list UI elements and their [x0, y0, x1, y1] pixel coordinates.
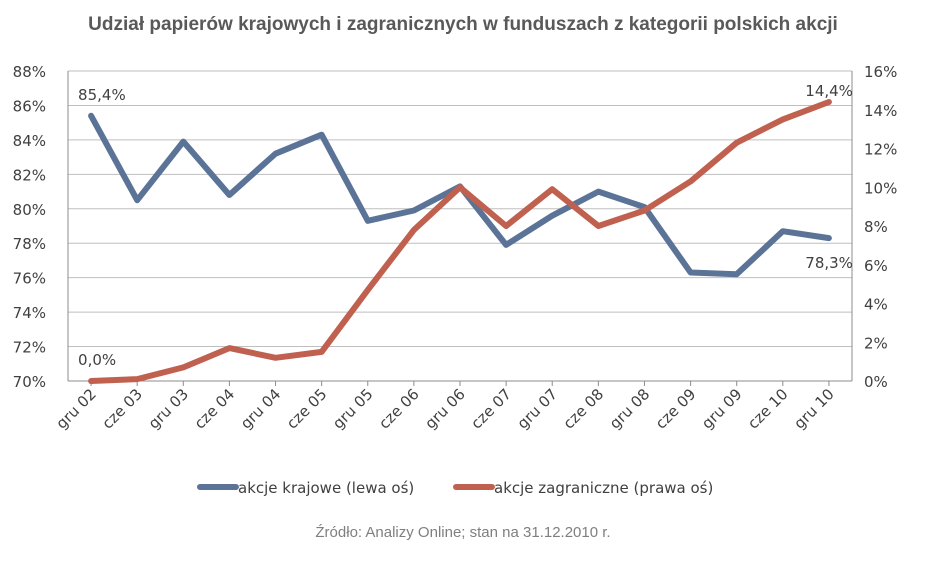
right-axis-tick-label: 16%: [864, 63, 897, 81]
right-axis-tick-label: 10%: [864, 179, 897, 197]
x-axis-tick-label: cze 03: [98, 385, 146, 433]
source-note: Źródło: Analizy Online; stan na 31.12.20…: [315, 524, 611, 541]
data-label: 78,3%: [805, 254, 853, 272]
right-axis-tick-label: 14%: [864, 102, 897, 120]
x-axis-tick-label: cze 08: [560, 385, 608, 433]
x-axis-tick-label: gru 09: [698, 385, 745, 432]
data-label: 85,4%: [78, 86, 126, 104]
chart-title: Udział papierów krajowych i zagranicznyc…: [88, 14, 838, 35]
x-axis-tick-label: gru 03: [145, 385, 192, 432]
left-axis-tick-label: 78%: [13, 235, 46, 253]
left-axis-tick-label: 80%: [13, 201, 46, 219]
right-axis-tick-label: 12%: [864, 141, 897, 159]
x-axis-tick-label: gru 08: [606, 385, 653, 432]
legend-label: akcje krajowe (lewa oś): [238, 479, 414, 497]
series-line-zagraniczne: [88, 99, 832, 384]
x-axis-tick-label: gru 04: [237, 385, 284, 432]
x-axis-tick-label: cze 07: [467, 385, 515, 433]
left-axis-tick-label: 82%: [13, 166, 46, 184]
left-axis-tick-label: 86%: [13, 97, 46, 115]
x-axis-tick-label: gru 02: [52, 385, 99, 432]
right-axis-tick-label: 0%: [864, 373, 888, 391]
x-axis-tick-label: cze 04: [191, 385, 239, 433]
x-axis-tick-label: gru 06: [421, 385, 468, 432]
legend-label: akcje zagraniczne (prawa oś): [494, 479, 713, 497]
right-axis-tick-label: 8%: [864, 218, 888, 236]
left-axis-tick-label: 76%: [13, 270, 46, 288]
x-axis-tick-label: gru 10: [790, 385, 837, 432]
x-axis-tick-label: gru 05: [329, 385, 376, 432]
data-label: 0,0%: [78, 351, 116, 369]
x-axis-tick-label: gru 07: [514, 385, 561, 432]
left-axis-tick-label: 72%: [13, 339, 46, 357]
right-axis-tick-label: 2%: [864, 334, 888, 352]
x-axis-tick-label: cze 09: [652, 385, 700, 433]
data-label: 14,4%: [805, 82, 853, 100]
right-axis-tick-label: 6%: [864, 257, 888, 275]
left-axis-tick-label: 84%: [13, 132, 46, 150]
right-axis-tick-label: 4%: [864, 296, 888, 314]
left-axis-tick-label: 74%: [13, 304, 46, 322]
x-axis-tick-label: cze 10: [744, 385, 792, 433]
x-axis-tick-label: cze 06: [375, 385, 423, 433]
left-axis-tick-label: 88%: [13, 63, 46, 81]
x-axis-tick-label: cze 05: [283, 385, 331, 433]
left-axis-tick-label: 70%: [13, 373, 46, 391]
